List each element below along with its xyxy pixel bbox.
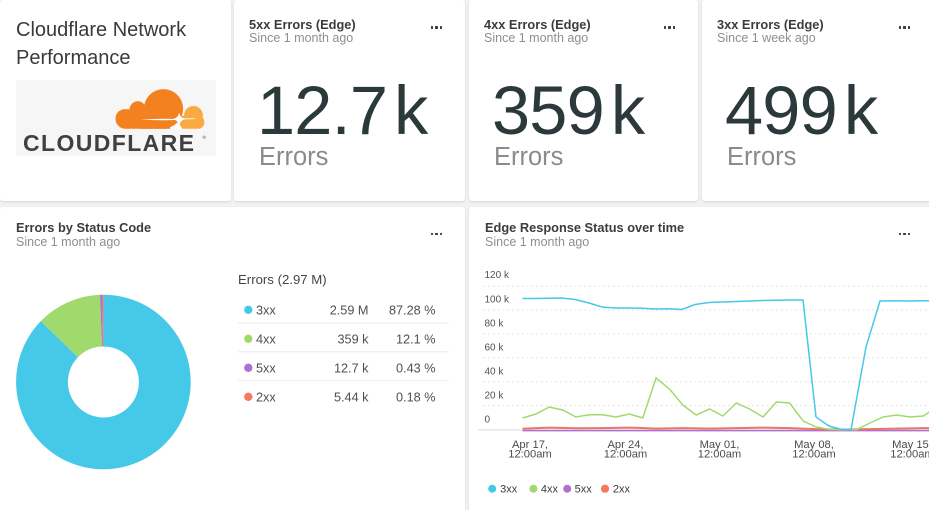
svg-text:5xx: 5xx (575, 483, 593, 495)
svg-text:2.59 M: 2.59 M (330, 303, 369, 317)
svg-text:May 01,: May 01, (700, 438, 740, 450)
svg-text:80 k: 80 k (485, 318, 505, 329)
svg-text:12:00am: 12:00am (792, 448, 836, 460)
svg-text:4xx: 4xx (256, 332, 276, 346)
svg-text:12:00am: 12:00am (604, 448, 648, 460)
svg-text:60 k: 60 k (485, 342, 505, 353)
svg-text:5.44 k: 5.44 k (334, 390, 369, 404)
svg-text:May 08,: May 08, (794, 438, 834, 450)
svg-text:0.43 %: 0.43 % (396, 361, 436, 375)
svg-text:359 k: 359 k (337, 332, 369, 346)
svg-text:87.28 %: 87.28 % (389, 303, 436, 317)
svg-text:20 k: 20 k (485, 390, 505, 401)
svg-text:120 k: 120 k (485, 270, 510, 281)
svg-text:3xx: 3xx (500, 483, 518, 495)
svg-text:12:00am: 12:00am (890, 448, 929, 460)
svg-text:2xx: 2xx (256, 390, 276, 404)
svg-text:CLOUDFLARE: CLOUDFLARE (23, 130, 195, 156)
svg-text:2xx: 2xx (613, 483, 631, 495)
svg-text:12.1 %: 12.1 % (396, 332, 436, 346)
svg-text:12.7 k: 12.7 k (334, 361, 369, 375)
svg-text:4xx: 4xx (541, 483, 559, 495)
svg-text:12:00am: 12:00am (698, 448, 742, 460)
svg-text:5xx: 5xx (256, 361, 276, 375)
svg-text:3xx: 3xx (256, 303, 276, 317)
svg-text:®: ® (203, 134, 207, 140)
svg-text:100 k: 100 k (485, 294, 510, 305)
svg-text:0.18 %: 0.18 % (396, 390, 436, 404)
svg-text:May 15,: May 15, (892, 438, 929, 450)
svg-text:Errors (2.97 M): Errors (2.97 M) (238, 272, 327, 287)
svg-text:0: 0 (485, 414, 491, 425)
svg-text:12:00am: 12:00am (508, 448, 552, 460)
svg-text:Apr 24,: Apr 24, (607, 438, 643, 450)
svg-text:Apr 17,: Apr 17, (512, 438, 548, 450)
svg-text:40 k: 40 k (485, 366, 505, 377)
